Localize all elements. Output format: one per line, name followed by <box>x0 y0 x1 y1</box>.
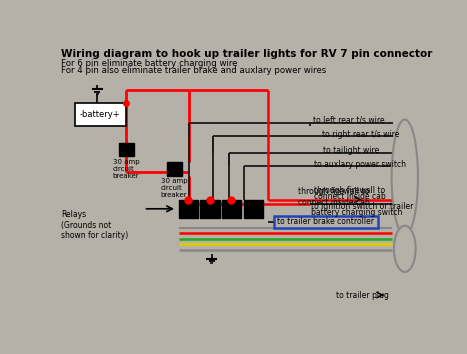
Bar <box>274 216 378 228</box>
Text: to right rear t/s wire: to right rear t/s wire <box>322 130 399 139</box>
Text: Relays
(Grounds not
shown for clarity): Relays (Grounds not shown for clarity) <box>62 210 129 240</box>
Bar <box>244 200 263 218</box>
Text: to trailer plug: to trailer plug <box>336 291 389 299</box>
Text: -battery+: -battery+ <box>80 110 120 119</box>
Text: through firewall to
connect inside cab: through firewall to connect inside cab <box>297 187 369 207</box>
Bar <box>119 143 134 156</box>
Text: For 6 pin eliminate battery charging wire: For 6 pin eliminate battery charging wir… <box>62 59 238 68</box>
Text: to trailer brake controller: to trailer brake controller <box>277 217 374 227</box>
Ellipse shape <box>392 120 418 235</box>
Text: 30 amp
circuit
breaker: 30 amp circuit breaker <box>161 178 187 198</box>
Text: through firewall to: through firewall to <box>314 186 385 195</box>
Text: battery charging switch: battery charging switch <box>311 208 403 217</box>
Bar <box>167 162 183 176</box>
Ellipse shape <box>394 226 416 272</box>
Bar <box>200 200 219 218</box>
Bar <box>76 103 126 126</box>
Bar <box>222 200 241 218</box>
Text: connect inside cab: connect inside cab <box>314 192 386 201</box>
Bar <box>178 200 198 218</box>
Text: to left rear t/s wire: to left rear t/s wire <box>312 116 384 125</box>
Text: to auxlary power switch: to auxlary power switch <box>314 160 406 169</box>
Text: 30 amp
circuit
breaker: 30 amp circuit breaker <box>113 159 139 179</box>
Text: to ignition switch or trailer: to ignition switch or trailer <box>311 202 413 211</box>
Text: For 4 pin also eliminate trailer brake and auxlary power wires: For 4 pin also eliminate trailer brake a… <box>62 66 327 75</box>
Text: to tailight wire: to tailight wire <box>324 146 380 155</box>
Text: Wiring diagram to hook up trailer lights for RV 7 pin connector: Wiring diagram to hook up trailer lights… <box>62 48 433 59</box>
